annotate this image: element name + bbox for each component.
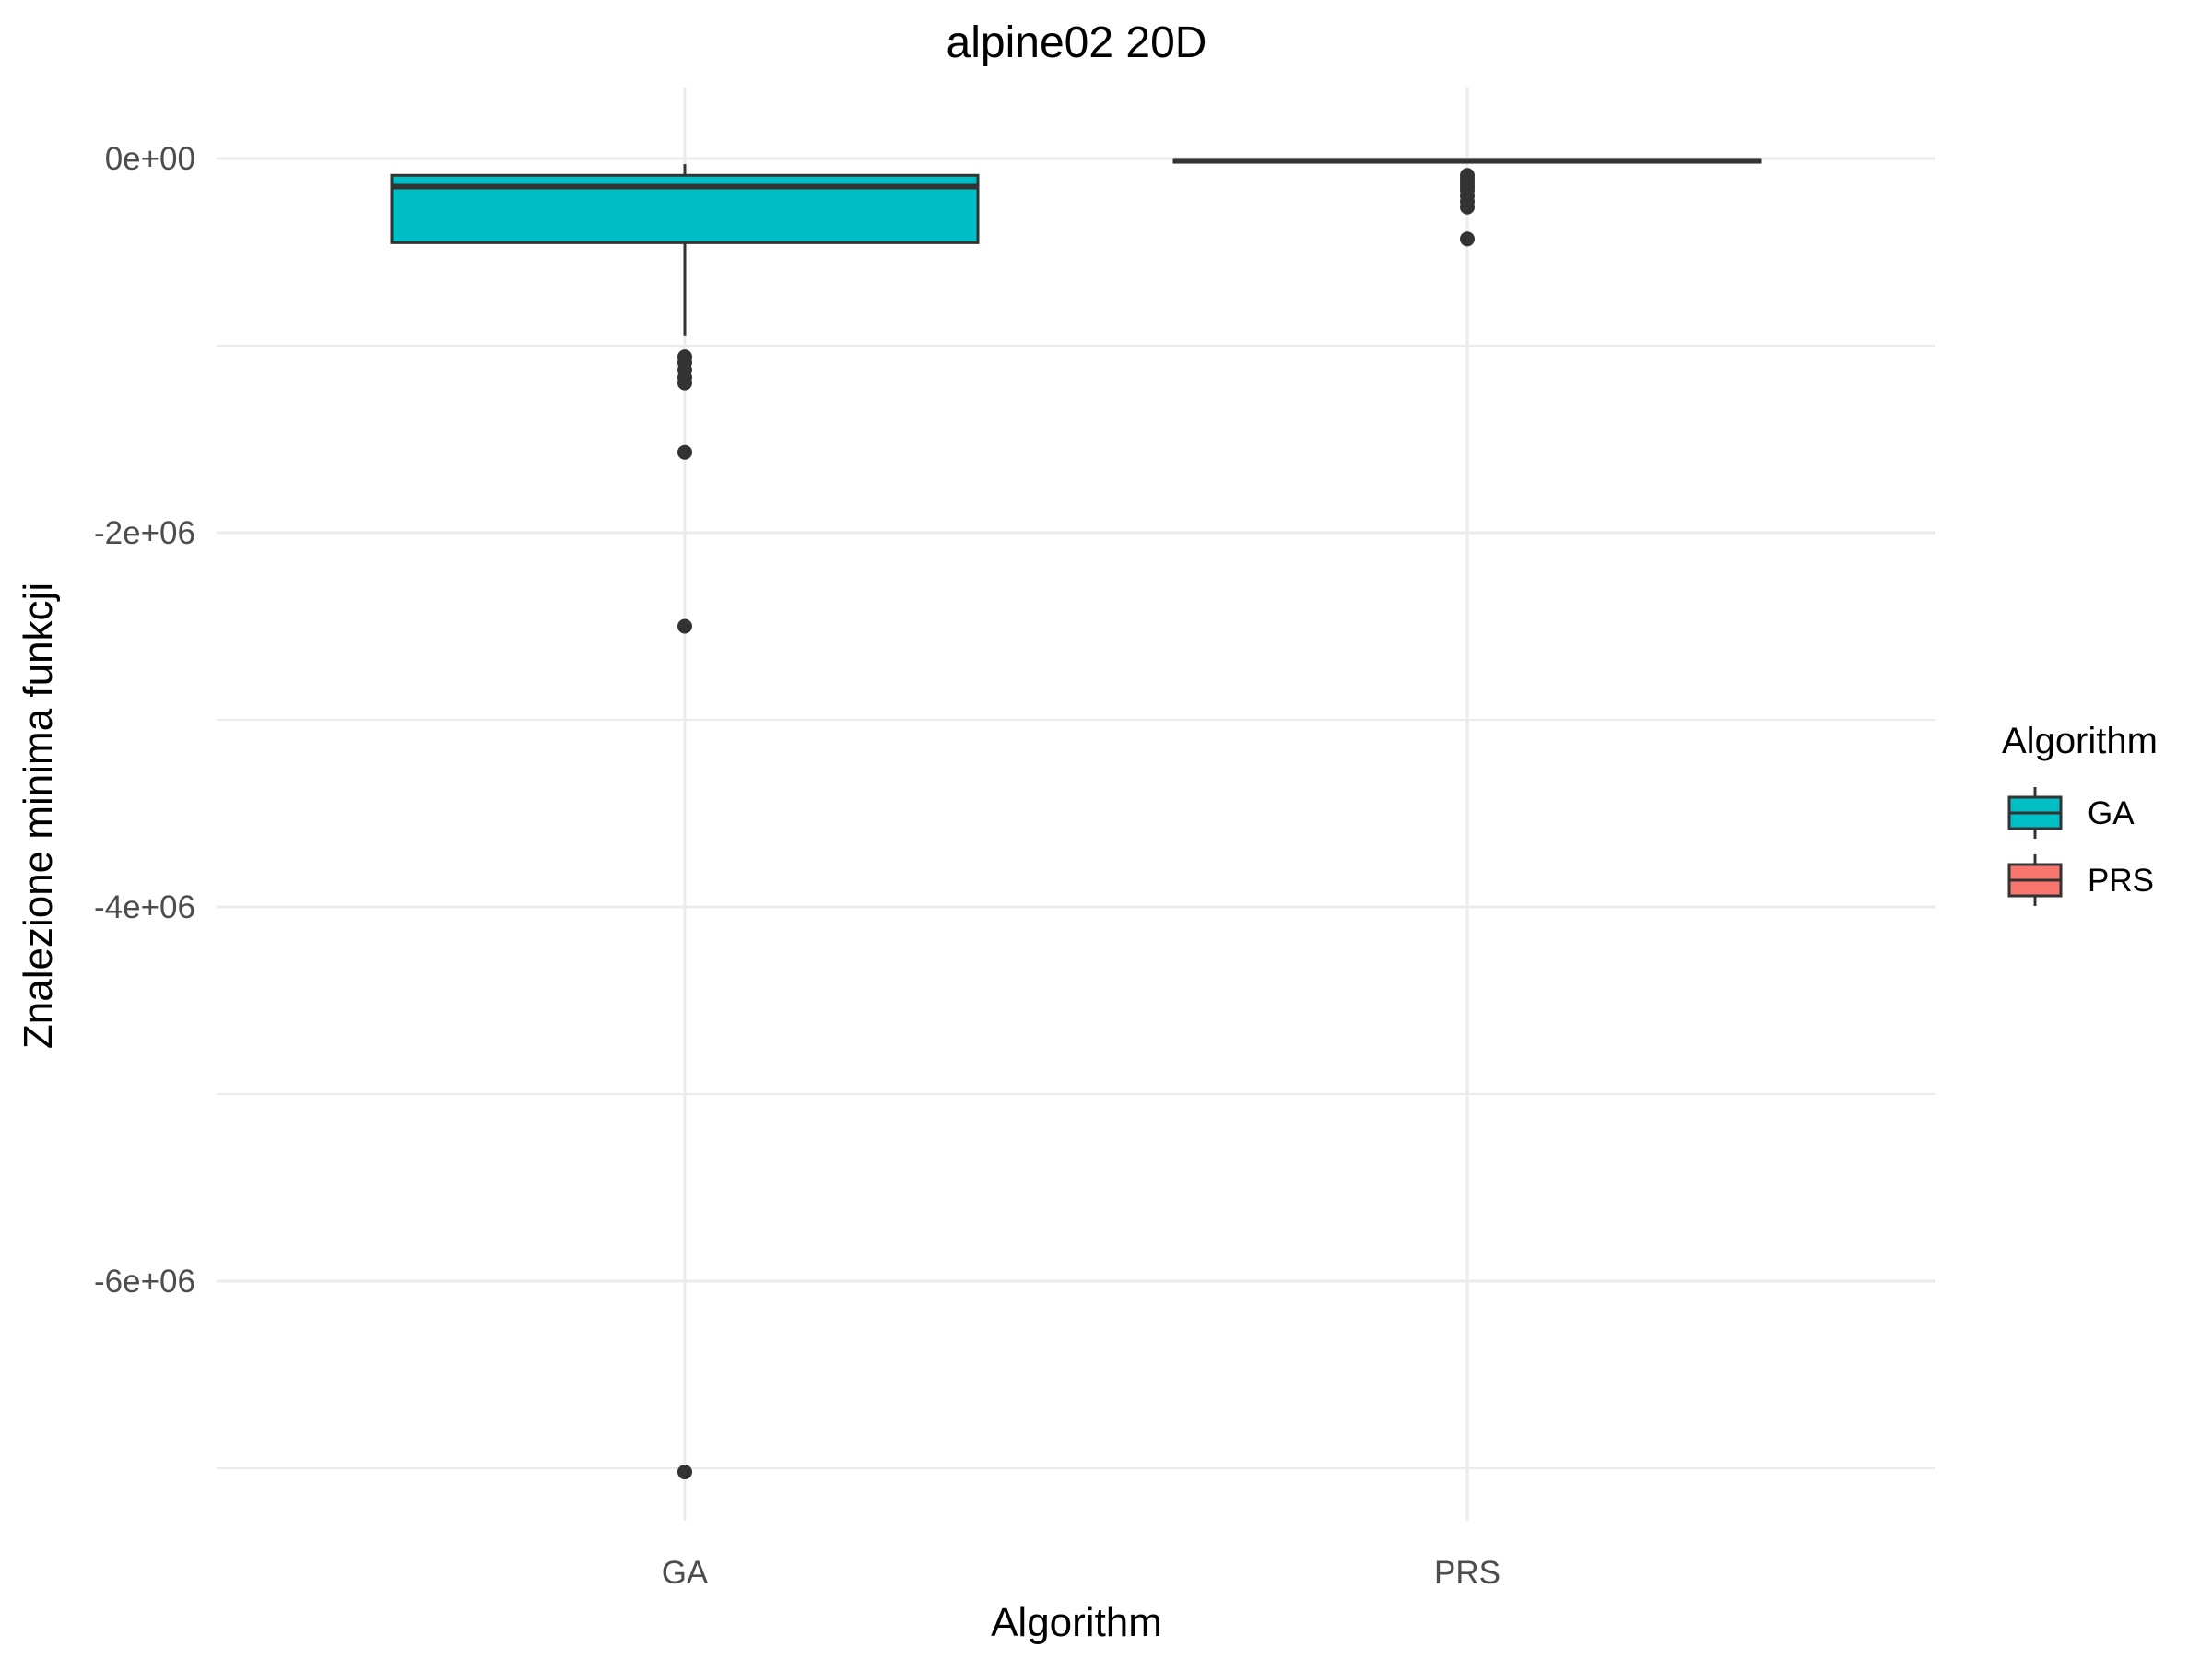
- y-tick-label: -6e+06: [94, 1264, 195, 1300]
- chart-title: alpine02 20D: [947, 18, 1207, 67]
- outlier-point: [677, 375, 692, 391]
- grid-lines: [217, 88, 1936, 1521]
- x-axis-title: Algorithm: [991, 1600, 1162, 1645]
- legend-key-ga: [2007, 787, 2063, 839]
- box-series: [390, 158, 1762, 1480]
- x-axis-ticks: GA PRS: [662, 1555, 1500, 1591]
- y-tick-label: -2e+06: [94, 515, 195, 551]
- legend: Algorithm GA PRS: [2002, 721, 2158, 906]
- outlier-point: [677, 618, 692, 634]
- y-tick-label: -4e+06: [94, 889, 195, 925]
- legend-title: Algorithm: [2002, 721, 2158, 761]
- y-axis-ticks: 0e+00 -2e+06 -4e+06 -6e+06: [94, 141, 195, 1300]
- outlier-point: [1460, 199, 1475, 215]
- outlier-point: [677, 1465, 692, 1480]
- box-ga: [390, 164, 980, 1480]
- x-tick-label: GA: [662, 1555, 709, 1591]
- outlier-point: [1460, 231, 1475, 247]
- legend-label: GA: [2088, 795, 2135, 831]
- x-tick-label: PRS: [1434, 1555, 1500, 1591]
- legend-label: PRS: [2088, 863, 2154, 899]
- legend-key-prs: [2007, 854, 2063, 906]
- y-tick-label: 0e+00: [105, 141, 195, 177]
- box-prs: [1172, 158, 1762, 247]
- y-axis-title: Znalezione minima funkcji: [16, 582, 61, 1049]
- outlier-point: [677, 444, 692, 460]
